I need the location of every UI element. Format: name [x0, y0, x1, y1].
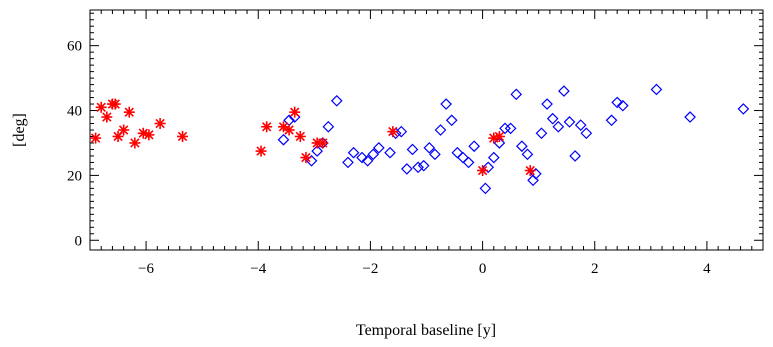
- diamond-point: [395, 125, 408, 138]
- diamond-point: [499, 122, 511, 135]
- y-tick-label: 40: [67, 104, 82, 120]
- diamond-point: [423, 141, 436, 154]
- asterisk-point: [300, 152, 312, 164]
- diamond-point: [546, 112, 559, 125]
- diamond-point: [451, 146, 464, 159]
- y-tick-labels: 0 20 40 60: [67, 39, 82, 250]
- diamond-point: [440, 98, 452, 110]
- asterisk-point: [95, 101, 107, 113]
- asterisk-point: [109, 98, 121, 110]
- diamond-point: [569, 150, 581, 162]
- diamond-point: [367, 148, 380, 161]
- diamond-point: [580, 127, 593, 140]
- diamond-point: [347, 146, 360, 159]
- data-marks: [90, 83, 750, 195]
- diamond-point: [468, 140, 481, 153]
- diamond-point: [406, 143, 419, 156]
- diamond-point: [510, 88, 523, 101]
- x-tick-label: 4: [703, 261, 711, 277]
- diamond-point: [515, 140, 528, 153]
- diamond-point: [684, 111, 696, 123]
- y-axis-label: [deg]: [11, 113, 28, 147]
- diamond-point: [417, 159, 430, 172]
- asterisk-point: [255, 145, 267, 157]
- diamond-point: [650, 83, 663, 96]
- asterisk-point: [493, 130, 505, 142]
- x-tick-label: −6: [138, 261, 154, 277]
- diamond-point: [342, 156, 354, 169]
- diamond-point: [401, 163, 413, 175]
- diamond-point: [429, 148, 441, 161]
- diamond-point: [535, 127, 548, 140]
- asterisk-point: [283, 124, 295, 136]
- y-tick-label: 20: [67, 168, 82, 184]
- diamond-point: [462, 156, 475, 169]
- asterisk-point: [177, 130, 189, 142]
- asterisk-point: [524, 165, 536, 177]
- y-tick-label: 60: [67, 39, 82, 55]
- diamond-point: [361, 154, 374, 167]
- x-tick-label: −4: [250, 261, 266, 277]
- asterisk-point: [129, 137, 141, 149]
- diamond-point: [412, 161, 424, 174]
- diamond-point: [563, 116, 576, 128]
- diamond-point: [479, 182, 492, 195]
- diamond-point: [605, 114, 618, 127]
- plot-frame: [89, 9, 764, 251]
- asterisk-point: [118, 124, 130, 136]
- axis-ticks: [89, 10, 764, 250]
- x-tick-label: 2: [591, 261, 599, 277]
- asterisk-point: [387, 126, 399, 138]
- diamond-point: [552, 120, 565, 133]
- diamond-point: [611, 96, 624, 109]
- diamond-point: [434, 124, 447, 136]
- asterisk-point: [261, 121, 273, 133]
- diamond-point: [541, 98, 553, 110]
- diamond-point: [616, 99, 629, 112]
- asterisk-point: [90, 132, 102, 144]
- diamond-point: [521, 148, 534, 161]
- diamond-point: [574, 119, 587, 131]
- x-tick-label: −2: [362, 261, 378, 277]
- diamond-point: [457, 151, 469, 164]
- y-tick-label: 0: [75, 233, 83, 249]
- asterisk-point: [101, 111, 113, 123]
- x-tick-labels: −6 −4 −2 0 2 4: [138, 261, 711, 277]
- asterisk-point: [477, 165, 489, 177]
- x-tick-label: 0: [479, 261, 487, 277]
- asterisk-point: [294, 130, 306, 142]
- diamond-point: [277, 133, 290, 146]
- asterisk-point: [137, 127, 149, 139]
- asterisk-point: [289, 106, 301, 118]
- diamond-point: [504, 122, 517, 135]
- diamond-point: [330, 94, 343, 107]
- diamond-point: [311, 145, 323, 157]
- diamond-point: [558, 85, 570, 97]
- diamond-point: [737, 103, 750, 115]
- diamond-point: [372, 141, 385, 154]
- diamond-point: [356, 151, 368, 164]
- diamond-point: [384, 146, 396, 159]
- asterisk-point: [143, 129, 155, 141]
- asterisk-point: [154, 118, 166, 130]
- asterisk-point: [123, 106, 135, 118]
- diamond-point: [445, 114, 458, 127]
- x-axis-label: Temporal baseline [y]: [356, 322, 496, 339]
- asterisk-point: [317, 137, 329, 149]
- diamond-point: [487, 151, 500, 164]
- diamond-point: [322, 120, 335, 133]
- diamond-point: [482, 161, 495, 174]
